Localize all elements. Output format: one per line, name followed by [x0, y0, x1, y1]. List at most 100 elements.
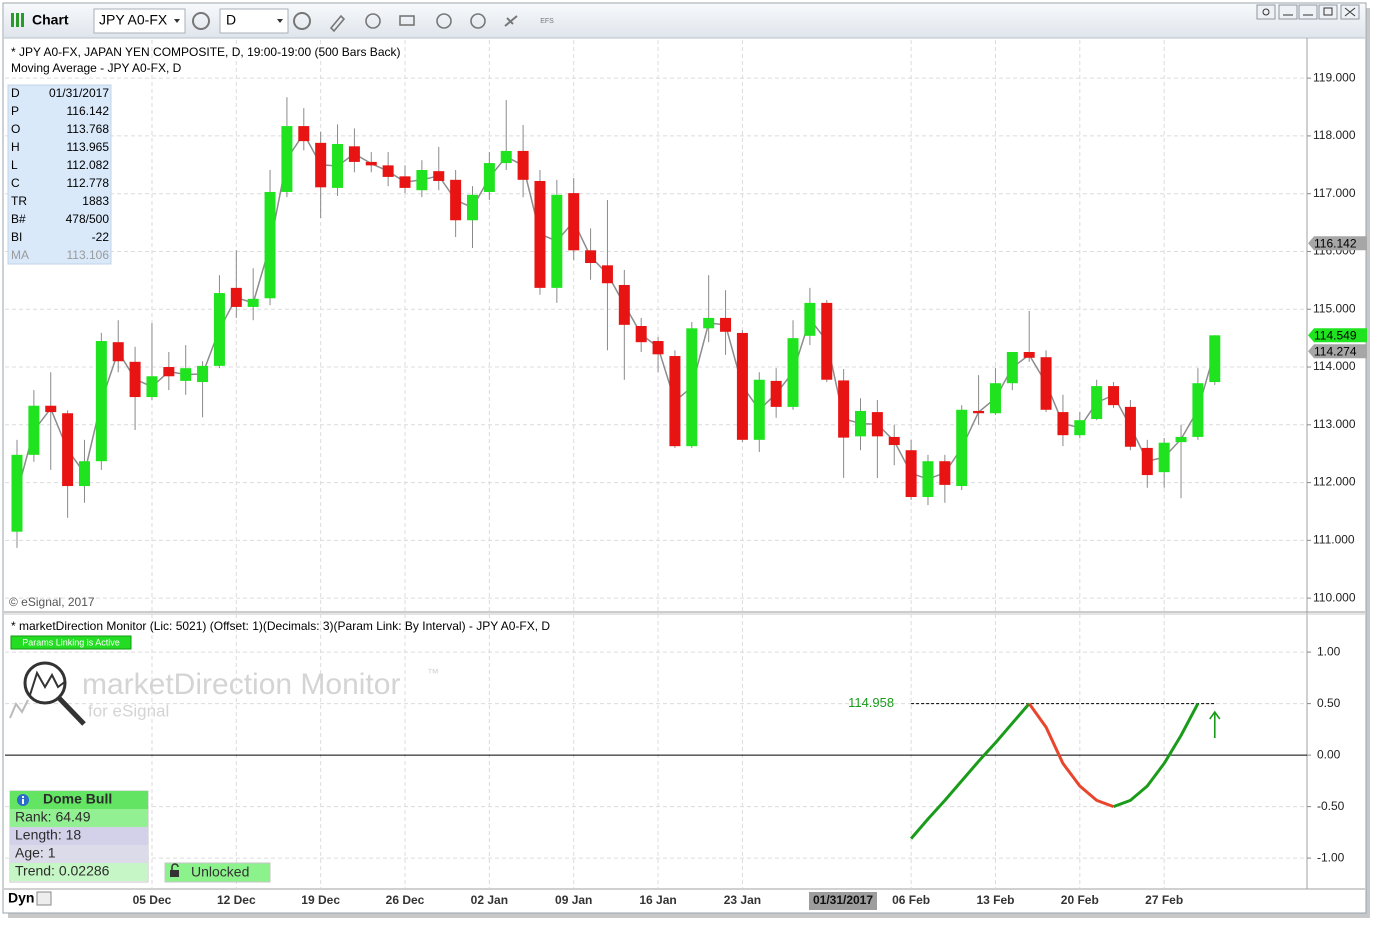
candle-body: [686, 328, 698, 447]
candle-body: [146, 376, 158, 398]
window-frame: [2, 2, 1367, 914]
data-window-label: P: [11, 104, 19, 118]
x-tick-label: 09 Jan: [555, 893, 592, 907]
window-buttons[interactable]: [1256, 4, 1360, 20]
candle-body: [1124, 406, 1136, 447]
price-flag-label: 114.274: [1314, 344, 1357, 358]
marks: 114.958: [11, 97, 1221, 840]
data-window-value: 113.768: [67, 122, 110, 136]
candle-body: [804, 302, 816, 336]
data-window-label: D: [11, 86, 20, 100]
candle-body: [1141, 447, 1153, 476]
candle-body: [466, 194, 478, 221]
study-box-line: Rank: 64.49: [15, 809, 91, 825]
dropdown-arrow[interactable]: [174, 19, 180, 23]
status: Dyn: [8, 890, 34, 906]
candle-body: [1040, 357, 1052, 410]
study-box-row: [10, 845, 148, 863]
candle-body: [433, 171, 445, 181]
candle-body: [1209, 335, 1221, 383]
candle-body: [315, 142, 327, 188]
link-icon[interactable]: [504, 15, 518, 27]
data-window-value: 112.082: [67, 158, 110, 172]
candle-body: [382, 165, 394, 177]
candle-body: [618, 284, 630, 325]
data-window-label: MA: [11, 248, 29, 262]
candle-body: [247, 298, 259, 307]
study-box-line: Trend: 0.02286: [15, 863, 110, 879]
data-window-label: H: [11, 140, 20, 154]
candle-body: [230, 287, 242, 307]
info-icon-mark: [22, 799, 24, 804]
candle-body: [770, 380, 782, 407]
efs-icon[interactable]: EFS: [540, 18, 554, 25]
lock-box[interactable]: [164, 862, 271, 883]
signal-arrow-head: [1209, 710, 1221, 720]
candle-body: [720, 317, 732, 332]
candle-body: [399, 176, 411, 188]
candle-body: [197, 365, 209, 383]
candle-body: [95, 341, 107, 462]
play-icon[interactable]: [436, 13, 452, 29]
candle-body: [1175, 436, 1187, 443]
candle-body: [635, 326, 647, 343]
data-window-label: C: [11, 176, 20, 190]
lock-icon[interactable]: [171, 863, 179, 870]
lock-icon[interactable]: [170, 870, 179, 877]
candle-body: [483, 163, 495, 192]
candle-body: [416, 170, 428, 191]
candle-body: [568, 193, 580, 251]
candle-body: [213, 293, 225, 366]
candle-body: [669, 356, 681, 447]
y-tick-label: 110.000: [1313, 590, 1356, 604]
dropdown-arrow[interactable]: [277, 19, 283, 23]
candle-body: [838, 380, 850, 438]
indicator-line: [909, 702, 1200, 840]
badge-text: Params Linking is Active: [22, 637, 120, 647]
info-icon-mark: [22, 796, 24, 798]
x-tick-label: 27 Feb: [1145, 893, 1183, 907]
symbol-box[interactable]: [93, 8, 186, 34]
interval[interactable]: D: [226, 12, 236, 28]
data-window: [7, 84, 112, 265]
candle-body: [500, 150, 512, 164]
settings-icon[interactable]: [192, 12, 210, 30]
candle-body: [1006, 352, 1018, 384]
status-icon[interactable]: [36, 891, 52, 906]
time-icon[interactable]: [293, 12, 311, 30]
candle-body: [348, 146, 360, 162]
candle-body: [585, 250, 597, 264]
data-window-rows: D 01/31/2017 P 116.142 O 113.768 H 113.965 L 112.…: [11, 86, 109, 262]
y-tick-label: -1.00: [1317, 850, 1345, 864]
data-window-value: 478/500: [66, 212, 110, 226]
draw-icon[interactable]: [329, 14, 346, 33]
quote-icon[interactable]: [399, 15, 415, 26]
candle-body: [45, 405, 57, 413]
data-window-value: 113.106: [67, 248, 110, 262]
y-tick-label: 0.00: [1317, 747, 1341, 761]
x-tick-label: 16 Jan: [639, 893, 676, 907]
cursor-date-box: [809, 892, 877, 910]
candle-body: [129, 361, 141, 398]
candle-body: [855, 410, 866, 437]
candle-body: [180, 368, 192, 381]
lock-text[interactable]: Unlocked: [191, 864, 249, 880]
candle-body: [551, 194, 563, 288]
y-tick-label: 112.000: [1313, 475, 1356, 489]
candle-body: [922, 461, 934, 498]
y-tick-label: 118.000: [1313, 128, 1356, 142]
candle-body: [332, 144, 344, 188]
interval-box[interactable]: [219, 8, 289, 34]
data-window-label: B#: [11, 212, 26, 226]
y-tick-label: 119.000: [1313, 70, 1356, 84]
price-flag-label: 114.549: [1314, 328, 1357, 342]
candle-body: [939, 461, 951, 485]
alert-icon[interactable]: [470, 13, 486, 29]
x-tick-label: 06 Feb: [892, 893, 930, 907]
studies-icon[interactable]: [365, 13, 381, 29]
symbol[interactable]: JPY A0-FX: [99, 12, 168, 28]
candle-body: [11, 454, 23, 532]
candle-body: [62, 413, 74, 487]
data-window-label: O: [11, 122, 20, 136]
